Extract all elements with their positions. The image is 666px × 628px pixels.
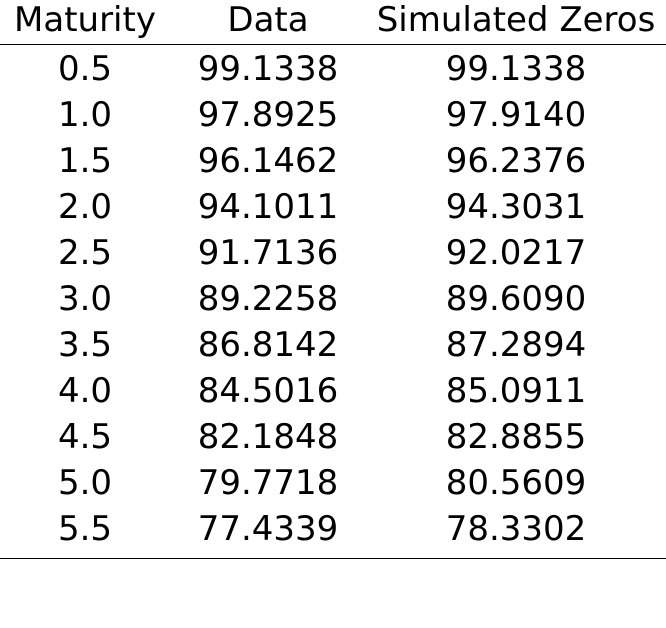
cell-maturity: 3.0 bbox=[57, 279, 113, 319]
cell-simulated-zeros: 96.2376 bbox=[445, 141, 587, 181]
cell-maturity: 4.0 bbox=[57, 371, 113, 411]
cell-data: 99.1338 bbox=[197, 49, 339, 89]
cell-data: 84.5016 bbox=[197, 371, 339, 411]
cell-data: 77.4339 bbox=[170, 506, 366, 559]
cell-simulated-zeros: 89.6090 bbox=[445, 279, 587, 319]
table-row: 4.0 84.5016 85.0911 bbox=[0, 368, 666, 414]
table-body: 0.5 99.1338 99.1338 1.0 97.8925 97.9140 … bbox=[0, 45, 666, 559]
cell-simulated-zeros: 78.3302 bbox=[366, 506, 666, 559]
table-row: 3.5 86.8142 87.2894 bbox=[0, 322, 666, 368]
cell-simulated-zeros: 92.0217 bbox=[445, 233, 587, 273]
cell-simulated-zeros: 80.5609 bbox=[445, 463, 587, 503]
cell-maturity: 2.0 bbox=[57, 187, 113, 227]
cell-maturity: 2.5 bbox=[57, 233, 113, 273]
cell-simulated-zeros: 82.8855 bbox=[445, 417, 587, 457]
cell-data: 97.8925 bbox=[197, 95, 339, 135]
table-row: 5.0 79.7718 80.5609 bbox=[0, 460, 666, 506]
table-row: 1.5 96.1462 96.2376 bbox=[0, 138, 666, 184]
cell-simulated-zeros: 94.3031 bbox=[445, 187, 587, 227]
header-maturity: Maturity bbox=[0, 0, 170, 45]
table-row: 5.5 77.4339 78.3302 bbox=[0, 506, 666, 559]
cell-simulated-zeros: 87.2894 bbox=[445, 325, 587, 365]
table-header: Maturity Data Simulated Zeros bbox=[0, 0, 666, 45]
header-row: Maturity Data Simulated Zeros bbox=[0, 0, 666, 45]
cell-data: 79.7718 bbox=[197, 463, 339, 503]
bond-price-table: Maturity Data Simulated Zeros 0.5 99.133… bbox=[0, 0, 666, 559]
table-row: 2.0 94.1011 94.3031 bbox=[0, 184, 666, 230]
cell-data: 86.8142 bbox=[197, 325, 339, 365]
table-row: 2.5 91.7136 92.0217 bbox=[0, 230, 666, 276]
cell-maturity: 1.5 bbox=[57, 141, 113, 181]
cell-maturity: 1.0 bbox=[57, 95, 113, 135]
cell-data: 91.7136 bbox=[197, 233, 339, 273]
table-row: 0.5 99.1338 99.1338 bbox=[0, 45, 666, 93]
cell-data: 82.1848 bbox=[197, 417, 339, 457]
cell-data: 89.2258 bbox=[197, 279, 339, 319]
header-simulated-zeros: Simulated Zeros bbox=[366, 0, 666, 45]
cell-simulated-zeros: 97.9140 bbox=[445, 95, 587, 135]
cell-simulated-zeros: 99.1338 bbox=[445, 49, 587, 89]
table-row: 1.0 97.8925 97.9140 bbox=[0, 92, 666, 138]
table-row: 4.5 82.1848 82.8855 bbox=[0, 414, 666, 460]
cell-maturity: 5.0 bbox=[57, 463, 113, 503]
cell-data: 94.1011 bbox=[197, 187, 339, 227]
cell-maturity: 3.5 bbox=[57, 325, 113, 365]
bond-price-table-container: Maturity Data Simulated Zeros 0.5 99.133… bbox=[0, 0, 666, 559]
cell-simulated-zeros: 85.0911 bbox=[445, 371, 587, 411]
cell-maturity: 5.5 bbox=[0, 506, 170, 559]
cell-maturity: 4.5 bbox=[57, 417, 113, 457]
header-data: Data bbox=[170, 0, 366, 45]
cell-maturity: 0.5 bbox=[57, 49, 113, 89]
cell-data: 96.1462 bbox=[197, 141, 339, 181]
table-row: 3.0 89.2258 89.6090 bbox=[0, 276, 666, 322]
